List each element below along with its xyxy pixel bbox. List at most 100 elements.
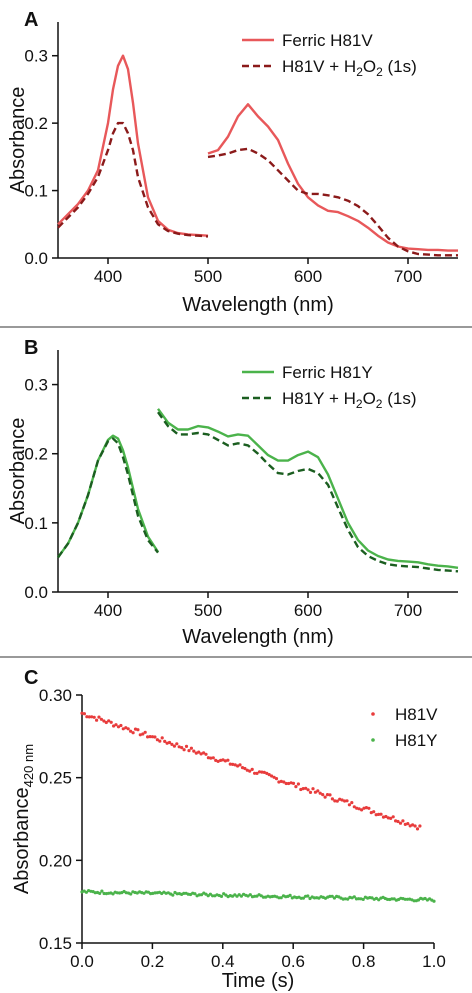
data-point-2	[377, 898, 381, 902]
data-point-1	[391, 815, 395, 819]
legend-label-2: H81Y	[395, 731, 438, 750]
data-point-1	[316, 789, 320, 793]
data-point-1	[394, 819, 398, 823]
data-point-1	[311, 787, 315, 791]
data-point-1	[97, 715, 101, 719]
data-point-1	[396, 819, 400, 824]
data-point-2	[361, 897, 365, 902]
data-point-1	[415, 827, 420, 831]
data-point-1	[184, 744, 189, 749]
data-point-1	[267, 773, 271, 777]
data-point-1	[418, 824, 422, 828]
data-point-1	[296, 782, 300, 786]
data-point-1	[221, 758, 225, 762]
data-point-1	[175, 742, 179, 746]
y-tick-label: 0.30	[39, 686, 72, 705]
data-point-1	[231, 762, 235, 767]
data-point-1	[104, 720, 108, 725]
data-point-1	[214, 758, 218, 763]
data-point-2	[193, 892, 197, 896]
y-axis-label: Absorbance	[7, 418, 29, 525]
y-tick-label: 0.2	[24, 114, 48, 133]
data-point-1	[294, 785, 298, 789]
data-point-1	[406, 822, 410, 826]
data-point-2	[346, 897, 350, 901]
data-point-2	[129, 892, 133, 896]
data-point-1	[277, 780, 281, 784]
data-point-1	[85, 715, 89, 719]
data-point-1	[379, 812, 383, 816]
data-point-1	[350, 801, 354, 805]
legend-label-2: H81Y + H2O2 (1s)	[282, 389, 416, 411]
data-point-1	[82, 712, 86, 716]
x-tick-label: 0.0	[70, 952, 94, 971]
data-point-1	[197, 750, 201, 754]
x-axis-label: Wavelength (nm)	[182, 626, 334, 648]
series-line-2-segment-1	[57, 437, 159, 559]
data-point-2	[248, 893, 252, 897]
data-point-1	[408, 824, 412, 828]
data-point-1	[340, 798, 344, 802]
data-point-1	[92, 715, 96, 719]
data-point-1	[150, 735, 155, 739]
data-point-2	[239, 894, 243, 898]
data-point-1	[202, 751, 206, 755]
data-point-1	[238, 763, 242, 767]
data-point-2	[423, 896, 427, 901]
data-point-1	[138, 733, 142, 737]
x-tick-label: 700	[394, 267, 422, 286]
data-point-1	[116, 725, 121, 729]
data-point-1	[153, 735, 157, 739]
data-point-1	[357, 807, 361, 811]
data-point-2	[102, 891, 106, 896]
data-point-1	[243, 766, 247, 771]
data-point-1	[133, 727, 138, 731]
panel-b-letter: B	[24, 337, 38, 359]
data-point-1	[187, 749, 191, 753]
data-point-1	[253, 771, 257, 775]
data-point-1	[141, 732, 145, 736]
series-line-1-segment-2	[157, 408, 459, 569]
x-tick-label: 0.2	[141, 952, 165, 971]
data-point-2	[301, 896, 305, 900]
x-tick-label: 500	[194, 267, 222, 286]
data-point-1	[272, 775, 276, 779]
legend-marker-2	[371, 738, 375, 742]
data-point-1	[245, 768, 249, 772]
legend-label-1: Ferric H81V	[282, 31, 373, 50]
data-point-2	[328, 894, 332, 899]
y-tick-label: 0.1	[24, 514, 48, 533]
series-line-2-segment-2	[157, 411, 459, 573]
panel-c-letter: C	[24, 667, 38, 689]
data-point-1	[131, 731, 135, 735]
data-point-2	[390, 897, 394, 901]
data-point-1	[323, 795, 327, 799]
data-point-1	[90, 715, 94, 719]
data-point-1	[236, 764, 240, 768]
data-point-2	[330, 894, 334, 898]
series-line-2-segment-2	[207, 147, 458, 257]
data-point-1	[165, 741, 169, 745]
data-point-1	[313, 790, 317, 794]
y-tick-label: 0.25	[39, 769, 72, 788]
data-point-1	[119, 723, 123, 728]
data-point-1	[343, 799, 347, 803]
y-tick-label: 0.2	[24, 445, 48, 464]
data-point-1	[114, 723, 118, 727]
data-point-1	[389, 816, 393, 821]
data-point-1	[304, 786, 308, 790]
data-point-1	[248, 769, 252, 773]
x-tick-label: 600	[294, 267, 322, 286]
data-point-1	[372, 810, 376, 814]
data-point-1	[233, 763, 237, 767]
x-tick-label: 600	[294, 601, 322, 620]
x-tick-label: 400	[94, 601, 122, 620]
legend-label-1: Ferric H81Y	[282, 363, 373, 382]
data-point-1	[291, 781, 296, 786]
panel-c: C 0.0 0.2 0.4 0.6 0.8 1.0 0.15 0.20 0.25 0.30 Time…	[11, 667, 446, 992]
data-point-1	[148, 735, 152, 739]
panel-a-letter: A	[24, 9, 38, 31]
data-point-1	[255, 771, 259, 776]
data-point-1	[124, 726, 128, 730]
data-point-1	[265, 771, 269, 776]
